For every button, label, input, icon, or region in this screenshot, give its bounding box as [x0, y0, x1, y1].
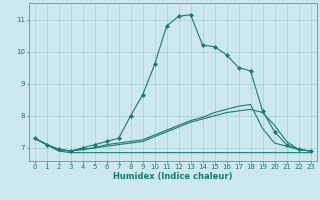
X-axis label: Humidex (Indice chaleur): Humidex (Indice chaleur)	[113, 172, 232, 181]
